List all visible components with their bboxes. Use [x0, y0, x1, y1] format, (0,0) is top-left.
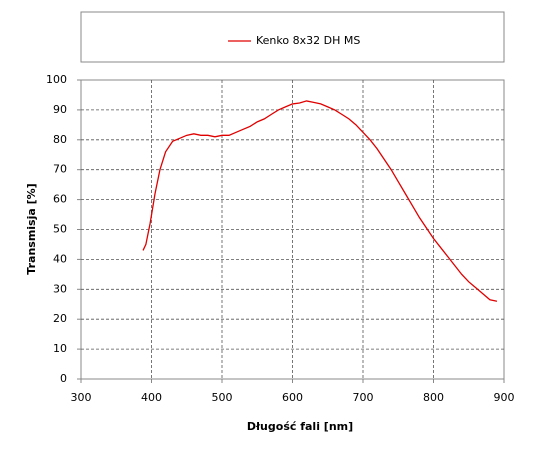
y-tick-label: 50 [53, 223, 67, 236]
x-tick-label: 300 [71, 391, 92, 404]
y-tick-label: 60 [53, 193, 67, 206]
x-axis-title: Długość fali [nm] [247, 420, 353, 433]
x-tick-label: 500 [212, 391, 233, 404]
y-tick-label: 80 [53, 133, 67, 146]
x-tick-label: 700 [353, 391, 374, 404]
x-tick-label: 600 [282, 391, 303, 404]
y-tick-label: 90 [53, 103, 67, 116]
y-axis-title: Transmisja [%] [25, 183, 38, 274]
y-tick-label: 0 [60, 372, 67, 385]
y-tick-label: 10 [53, 342, 67, 355]
y-tick-label: 30 [53, 282, 67, 295]
legend-label: Kenko 8x32 DH MS [256, 34, 360, 47]
y-tick-label: 70 [53, 163, 67, 176]
data-line [142, 100, 498, 302]
x-tick-label: 900 [494, 391, 515, 404]
x-tick-label: 800 [423, 391, 444, 404]
y-tick-label: 40 [53, 252, 67, 265]
x-tick-label: 400 [141, 391, 162, 404]
y-tick-label: 100 [46, 73, 67, 86]
y-tick-label: 20 [53, 312, 67, 325]
legend-box [80, 11, 505, 63]
